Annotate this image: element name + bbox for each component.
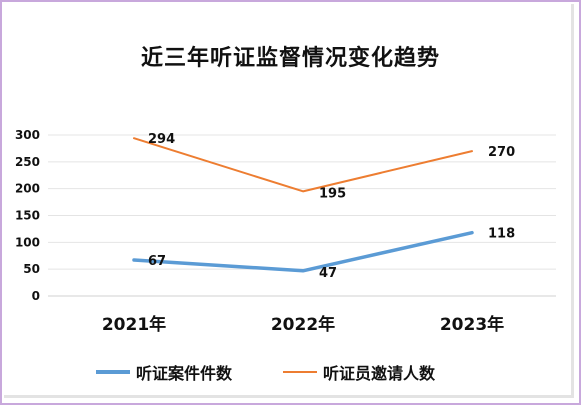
legend-swatch-cases xyxy=(96,370,130,374)
data-label-0-2: 118 xyxy=(488,227,515,242)
y-tick-label-250: 250 xyxy=(15,155,40,169)
data-label-1-2: 270 xyxy=(488,145,515,160)
legend-swatch-jurors xyxy=(283,371,317,373)
data-labels: 67 47 118 294 195 270 xyxy=(148,132,515,281)
series-line-0 xyxy=(132,230,474,273)
y-tick-label-150: 150 xyxy=(15,209,40,223)
legend-label-cases: 听证案件件数 xyxy=(136,364,233,383)
legend-item-jurors[interactable]: 听证员邀请人数 xyxy=(283,360,435,384)
data-label-1-1: 195 xyxy=(319,186,346,201)
legend: 听证案件件数 听证员邀请人数 xyxy=(0,360,581,384)
y-tick-label-0: 0 xyxy=(32,289,40,303)
x-axis-ticks: 2021年 2022年 2023年 xyxy=(102,314,504,335)
data-label-0-0: 67 xyxy=(148,254,166,269)
x-tick-label-1: 2022年 xyxy=(271,314,335,335)
y-tick-label-200: 200 xyxy=(15,182,40,196)
y-tick-label-100: 100 xyxy=(15,235,40,249)
legend-label-jurors: 听证员邀请人数 xyxy=(323,364,436,383)
series-lines xyxy=(132,137,474,273)
x-tick-label-0: 2021年 xyxy=(102,314,166,335)
y-tick-label-50: 50 xyxy=(23,262,40,276)
y-tick-label-300: 300 xyxy=(15,128,40,142)
data-label-0-1: 47 xyxy=(319,266,337,281)
gridlines xyxy=(48,134,556,297)
series-line-1 xyxy=(133,137,473,193)
chart-title: 近三年听证监督情况变化趋势 xyxy=(140,46,440,71)
data-label-1-0: 294 xyxy=(148,132,175,147)
x-tick-label-2: 2023年 xyxy=(440,314,504,335)
y-axis-ticks: 0 50 100 150 200 250 300 xyxy=(15,128,40,303)
legend-item-cases[interactable]: 听证案件件数 xyxy=(96,360,232,384)
chart-inner-border xyxy=(4,4,574,398)
